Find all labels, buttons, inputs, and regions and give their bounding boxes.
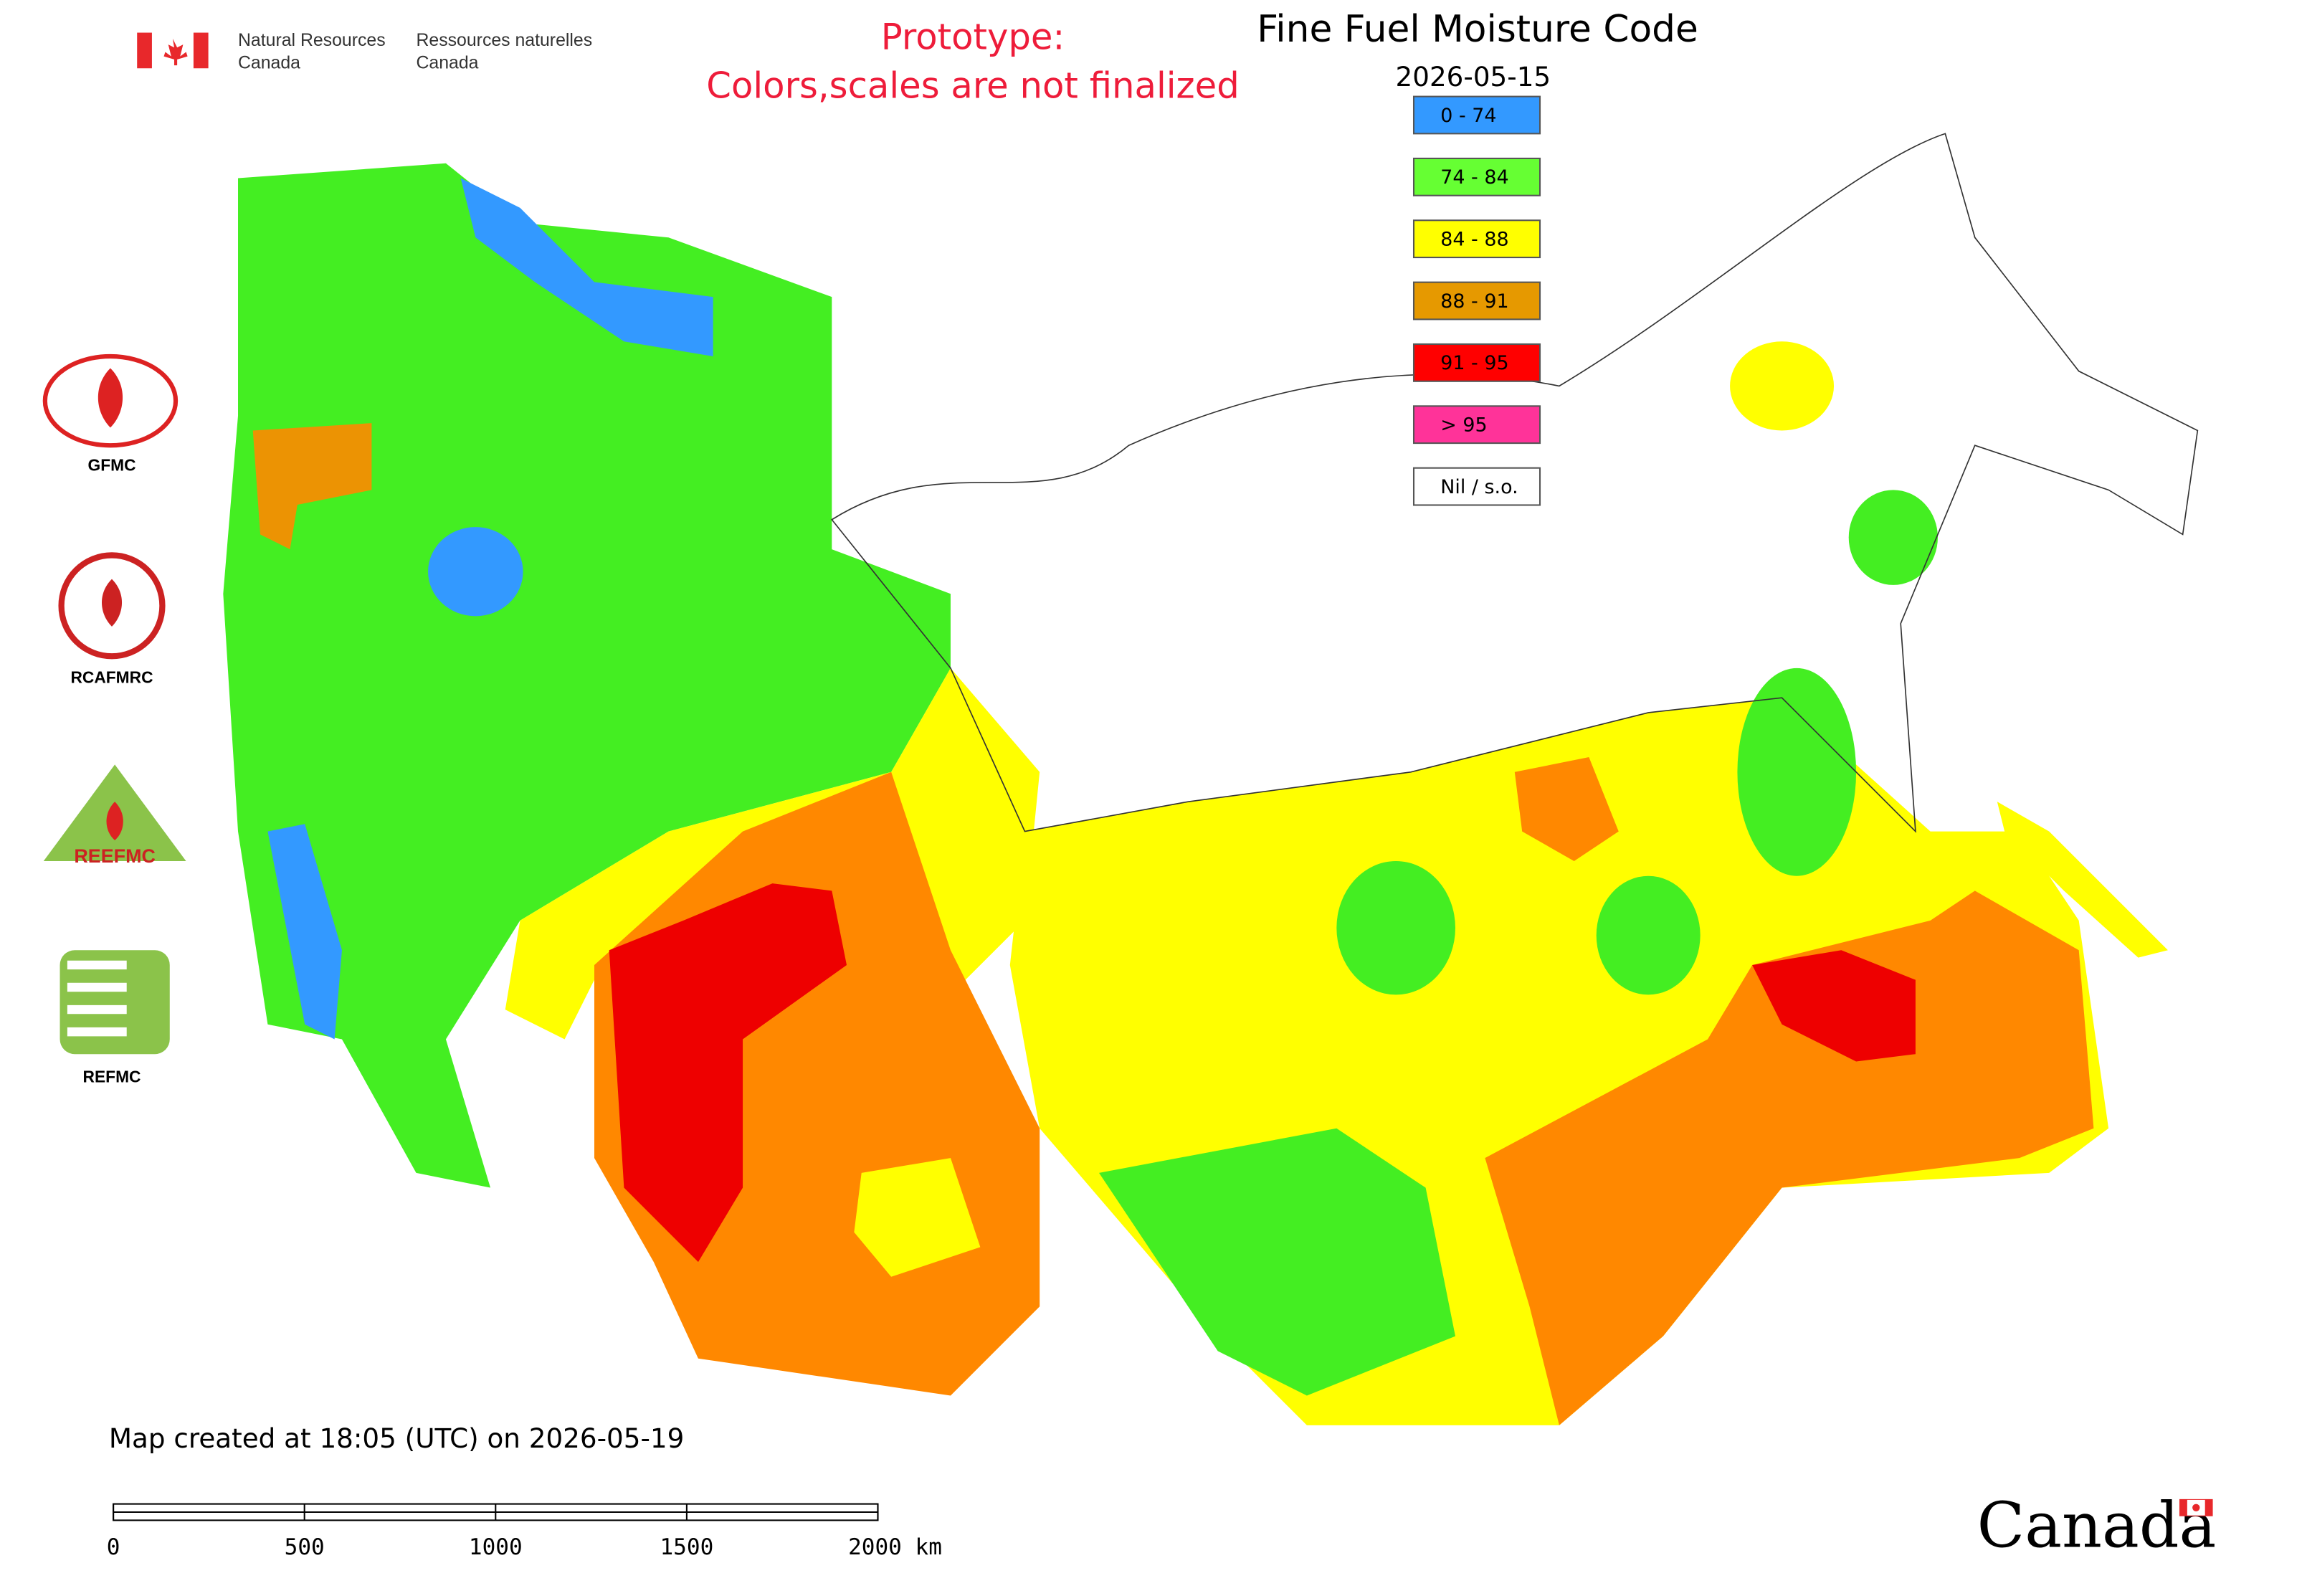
scale-bar: 0 500 1000 1500 2000 km [107,1503,942,1560]
map [223,133,2199,1425]
legend-swatch [1412,343,1541,382]
legend-swatch [1412,467,1541,506]
logo-refmc [60,950,170,1055]
legend-swatch [1412,95,1541,135]
legend-swatch [1412,281,1541,320]
wordmark-flag [2179,1498,2213,1516]
flag-logo [137,32,209,69]
logo-rcafmrc [58,552,166,660]
legend-swatch [1412,157,1541,196]
title: Fine Fuel Moisture Code [1257,8,1698,51]
legend-swatch [1412,219,1541,259]
notice: Colors,scales are not finalized [706,65,1239,107]
legend-label: 91 - 95 [1440,352,1508,374]
dept-en: Natural Resources [238,31,386,50]
scale-label: 1500 [660,1534,713,1560]
legend-label: 74 - 84 [1440,166,1508,189]
scale-label: 2000 km [848,1534,942,1560]
legend-label: 84 - 88 [1440,228,1508,250]
legend-swatch [1412,405,1541,445]
scale-label: 0 [107,1534,120,1560]
footer: Map created at 18:05 (UTC) on 2026-05-19 [109,1422,684,1454]
logo-reefmc [43,764,186,862]
scale-label: 500 [285,1534,325,1560]
logo-label: RCAFMRC [70,668,153,687]
logo-label: GFMC [87,455,135,474]
logo-label: REFMC [83,1068,141,1086]
dept-en: Canada [238,53,300,72]
legend-label: > 95 [1440,414,1487,437]
legend-label: Nil / s.o. [1440,476,1518,498]
legend-label: 0 - 74 [1440,105,1496,127]
legend: 0 - 74 74 - 84 84 - 88 88 - 91 91 - 95 > 95 Ni… [1412,95,1541,506]
date: 2026-05-15 [1396,61,1551,92]
legend-label: 88 - 91 [1440,290,1508,313]
scale-label: 1000 [469,1534,523,1560]
notice: Prototype: [881,16,1065,57]
wordmark: Canada [1977,1489,2217,1562]
dept-fr: Ressources naturelles [417,31,593,50]
logo-label: REEFMC [74,845,156,867]
dept-fr: Canada [417,53,479,72]
logo-gfmc [42,353,179,448]
